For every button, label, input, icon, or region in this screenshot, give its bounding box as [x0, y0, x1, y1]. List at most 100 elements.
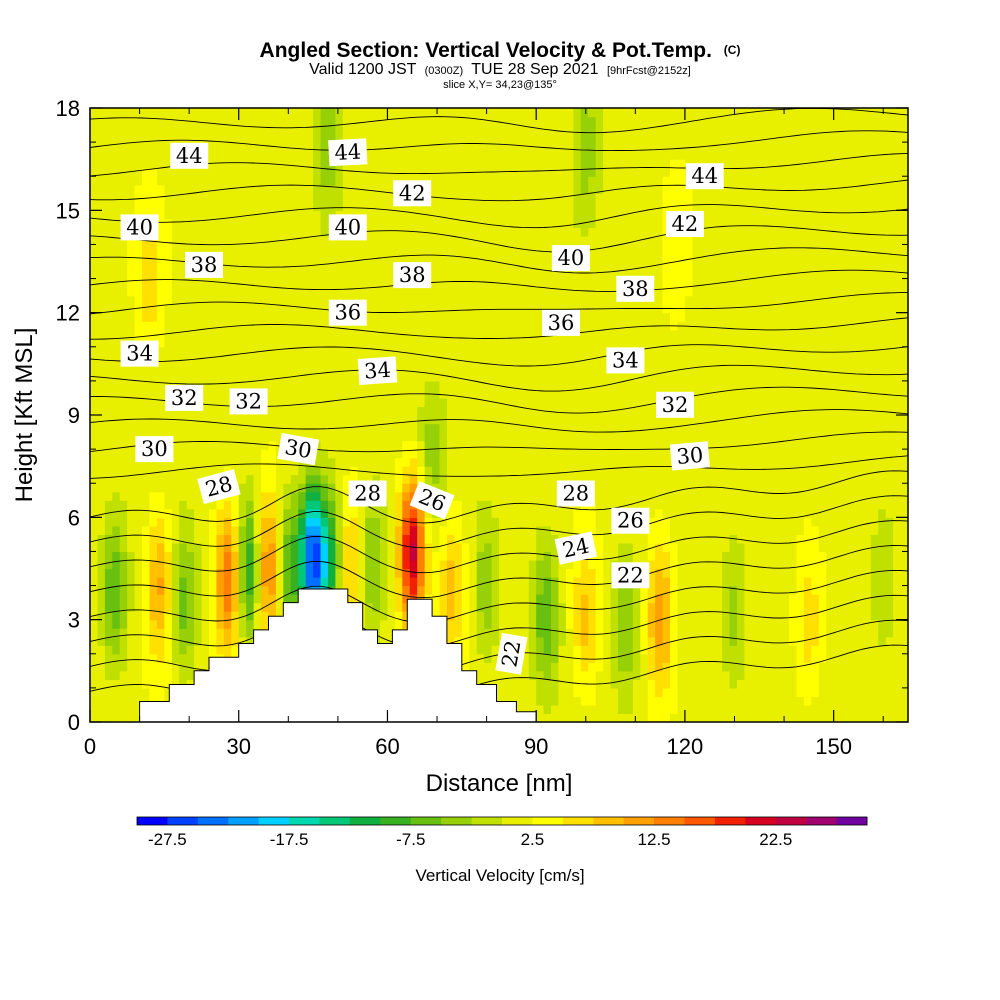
velocity-cell	[543, 645, 552, 655]
velocity-cell	[372, 346, 381, 356]
velocity-cell	[223, 108, 232, 118]
velocity-cell	[409, 559, 418, 570]
velocity-cell	[499, 116, 508, 126]
velocity-cell	[528, 338, 537, 348]
velocity-cell	[476, 611, 485, 621]
velocity-cell	[484, 423, 493, 433]
velocity-cell	[142, 670, 151, 680]
velocity-cell	[588, 176, 597, 186]
velocity-cell	[134, 261, 143, 271]
velocity-cell	[565, 466, 574, 476]
velocity-cell	[186, 329, 195, 339]
velocity-cell	[476, 201, 485, 211]
velocity-cell	[439, 611, 448, 621]
velocity-cell	[127, 534, 136, 544]
velocity-cell	[350, 517, 359, 527]
velocity-cell	[149, 687, 158, 698]
velocity-cell	[127, 491, 136, 501]
velocity-cell	[484, 568, 493, 578]
velocity-cell	[543, 440, 552, 450]
velocity-cell	[536, 713, 545, 722]
velocity-cell	[201, 355, 210, 365]
velocity-cell	[543, 218, 552, 228]
velocity-cell	[171, 270, 180, 280]
velocity-cell	[208, 295, 218, 305]
velocity-cell	[186, 423, 195, 433]
velocity-cell	[313, 517, 322, 527]
velocity-cell	[588, 696, 597, 706]
velocity-cell	[290, 457, 299, 467]
velocity-cell	[588, 559, 597, 570]
velocity-cell	[417, 363, 426, 373]
velocity-cell	[164, 372, 173, 382]
velocity-cell	[543, 304, 552, 314]
velocity-cell	[446, 244, 455, 254]
velocity-cell	[119, 201, 128, 211]
velocity-cell	[551, 304, 560, 314]
velocity-cell	[595, 261, 604, 271]
velocity-cell	[543, 278, 552, 288]
velocity-cell	[536, 108, 545, 118]
velocity-cell	[253, 594, 262, 604]
velocity-cell	[558, 662, 567, 672]
velocity-cell	[499, 568, 508, 578]
velocity-cell	[305, 133, 314, 143]
velocity-cell	[327, 278, 336, 288]
velocity-cell	[194, 133, 203, 143]
velocity-cell	[521, 449, 530, 459]
velocity-cell	[327, 184, 336, 194]
velocity-cell	[580, 210, 589, 220]
velocity-cell	[90, 466, 99, 476]
velocity-cell	[476, 184, 485, 194]
velocity-cell	[290, 227, 299, 237]
velocity-cell	[446, 577, 455, 587]
velocity-cell	[246, 611, 255, 621]
velocity-cell	[476, 142, 485, 152]
velocity-cell	[513, 534, 522, 544]
velocity-cell	[365, 116, 374, 126]
velocity-cell	[536, 517, 545, 527]
velocity-cell	[491, 440, 500, 450]
velocity-cell	[231, 252, 240, 263]
velocity-cell	[446, 551, 455, 561]
velocity-cell	[186, 363, 195, 373]
velocity-cell	[454, 457, 463, 467]
velocity-cell	[134, 150, 143, 160]
velocity-cell	[469, 355, 478, 365]
velocity-cell	[476, 483, 485, 493]
velocity-cell	[186, 628, 195, 638]
velocity-cell	[231, 551, 240, 561]
velocity-cell	[171, 500, 180, 510]
velocity-cell	[476, 150, 485, 160]
velocity-cell	[253, 346, 262, 356]
velocity-cell	[588, 594, 597, 604]
velocity-cell	[142, 508, 151, 518]
velocity-cell	[543, 568, 552, 578]
velocity-cell	[127, 542, 136, 553]
velocity-cell	[179, 184, 188, 194]
velocity-cell	[536, 133, 545, 143]
velocity-cell	[216, 432, 225, 442]
velocity-cell	[246, 517, 255, 527]
velocity-cell	[536, 645, 545, 655]
velocity-cell	[164, 636, 173, 646]
velocity-cell	[506, 218, 515, 228]
velocity-cell	[112, 295, 121, 305]
velocity-cell	[290, 406, 299, 416]
velocity-cell	[513, 193, 522, 203]
velocity-cell	[491, 363, 500, 373]
velocity-cell	[201, 559, 210, 570]
velocity-cell	[283, 108, 292, 118]
velocity-cell	[268, 321, 277, 331]
velocity-cell	[268, 594, 277, 604]
velocity-cell	[171, 670, 180, 680]
velocity-cell	[595, 457, 604, 467]
velocity-cell	[365, 329, 374, 339]
velocity-cell	[595, 380, 604, 391]
velocity-cell	[543, 713, 552, 722]
velocity-cell	[142, 116, 151, 126]
velocity-cell	[97, 244, 106, 254]
velocity-cell	[513, 321, 522, 331]
velocity-cell	[528, 176, 537, 186]
velocity-cell	[186, 602, 195, 612]
